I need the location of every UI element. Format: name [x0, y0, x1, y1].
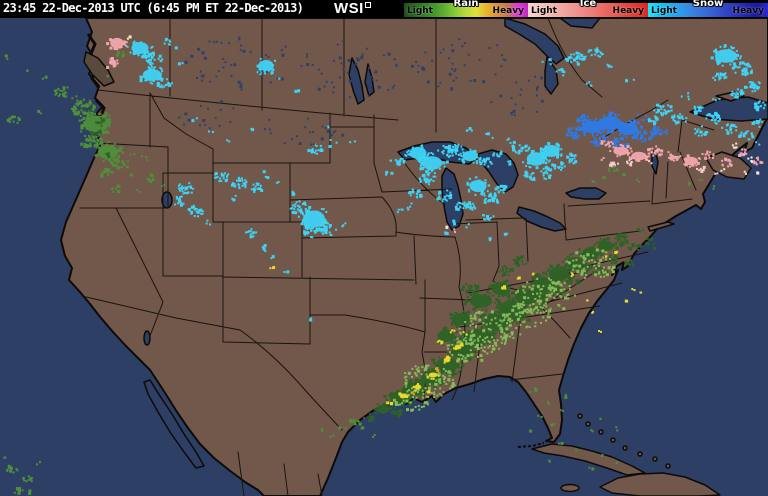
- legend-snow-title: Snow: [692, 0, 724, 9]
- legend-snow-gradient: [648, 3, 768, 17]
- legend-rain-title: Rain: [453, 0, 479, 9]
- north-water: [559, 18, 601, 29]
- bahamas: [577, 413, 671, 469]
- salton-sea: [143, 330, 151, 346]
- hispaniola: [599, 472, 721, 496]
- legend-ice-light-label: Light: [531, 6, 557, 16]
- precipitation-layer: [3, 35, 766, 495]
- legend-ice-gradient: [528, 3, 648, 17]
- lake-erie: [516, 206, 567, 232]
- islands: [83, 51, 752, 496]
- legend-snow: Light Heavy Snow: [648, 0, 768, 18]
- wsi-logo-mark: [364, 2, 371, 8]
- hudson-bay: [504, 18, 565, 65]
- legend-ice-heavy-label: Heavy: [612, 6, 644, 16]
- legend-rain-gradient: [404, 3, 528, 17]
- legend-rain: Light Heavy Rain: [404, 0, 528, 18]
- legend-rain-heavy-label: Heavy: [492, 6, 524, 16]
- vancouver-island: [83, 51, 115, 87]
- lakes: [143, 18, 768, 469]
- timestamp-text: 23:45 22-Dec-2013 UTC (6:45 PM ET 22-Dec…: [3, 1, 304, 15]
- jamaica: [560, 483, 580, 493]
- lake-ontario: [565, 187, 607, 200]
- legend-snow-heavy-label: Heavy: [732, 6, 764, 16]
- wsi-logo: WSI: [334, 0, 371, 17]
- lake-winnipeg: [348, 57, 365, 105]
- long-island: [647, 221, 675, 232]
- legend-rain-light-label: Light: [407, 6, 433, 16]
- radar-map: [0, 18, 768, 496]
- lake-manitoba: [364, 63, 375, 97]
- florida-keys: [517, 442, 545, 448]
- legend-snow-light-label: Light: [651, 6, 677, 16]
- header-bar: 23:45 22-Dec-2013 UTC (6:45 PM ET 22-Dec…: [0, 0, 768, 18]
- precip-legend: Light Heavy Rain Light Heavy Ice Light H…: [404, 0, 768, 18]
- legend-ice: Light Heavy Ice: [528, 0, 648, 18]
- legend-ice-title: Ice: [579, 0, 597, 9]
- cuba: [531, 443, 646, 476]
- lake-michigan: [441, 167, 464, 231]
- gulf-of-california: [143, 379, 205, 469]
